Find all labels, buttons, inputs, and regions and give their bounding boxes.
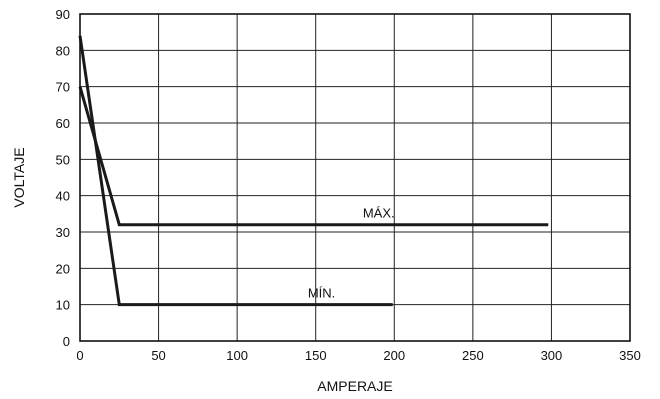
- y-tick-label: 20: [56, 261, 70, 276]
- y-tick-label: 70: [56, 80, 70, 95]
- series-label-max: MÁX.: [363, 206, 395, 221]
- x-axis-label: AMPERAJE: [317, 378, 392, 394]
- y-tick-label: 90: [56, 7, 70, 22]
- y-axis-label: VOLTAJE: [11, 147, 27, 207]
- y-tick-label: 0: [63, 334, 70, 349]
- x-tick-label: 50: [151, 348, 165, 363]
- grid: [79, 13, 631, 342]
- series-line-min: [78, 35, 393, 307]
- y-axis-ticks: 0 10 20 30 40 50 60 70 80 90: [56, 7, 70, 349]
- x-tick-label: 250: [462, 348, 484, 363]
- x-tick-label: 150: [305, 348, 327, 363]
- y-tick-label: 40: [56, 189, 70, 204]
- series-label-min: MÍN.: [308, 286, 335, 301]
- y-tick-label: 80: [56, 43, 70, 58]
- y-tick-label: 30: [56, 225, 70, 240]
- x-tick-label: 300: [541, 348, 563, 363]
- plot-frame: [79, 13, 631, 342]
- y-tick-label: 50: [56, 152, 70, 167]
- series-lines: [78, 35, 549, 307]
- y-tick-label: 10: [56, 298, 70, 313]
- x-tick-label: 200: [383, 348, 405, 363]
- x-tick-label: 100: [226, 348, 248, 363]
- x-tick-label: 350: [619, 348, 641, 363]
- series-line-max: [78, 86, 549, 227]
- series-labels: MÁX. MÍN.: [308, 206, 395, 301]
- x-axis-ticks: 0 50 100 150 200 250 300 350: [76, 348, 640, 363]
- y-tick-label: 60: [56, 116, 70, 131]
- x-tick-label: 0: [76, 348, 83, 363]
